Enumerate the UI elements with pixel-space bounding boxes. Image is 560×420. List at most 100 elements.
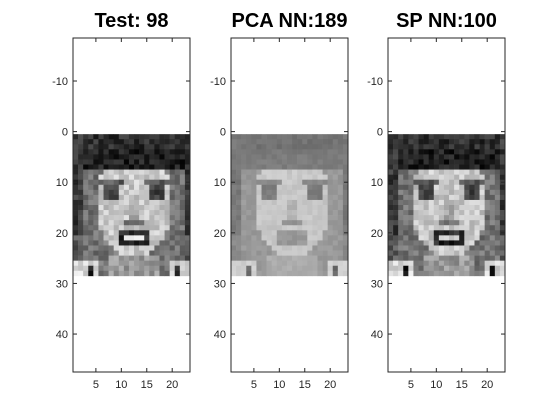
image-pixel — [302, 245, 307, 250]
image-pixel — [302, 195, 307, 200]
x-tick-label: 10 — [273, 379, 285, 391]
image-pixel — [241, 165, 246, 170]
image-pixel — [444, 261, 449, 266]
image-pixel — [338, 245, 343, 250]
image-pixel — [302, 170, 307, 175]
image-pixel — [124, 175, 129, 180]
image-pixel — [93, 261, 98, 266]
image-pixel — [93, 195, 98, 200]
image-pixel — [317, 190, 322, 195]
image-pixel — [93, 256, 98, 261]
image-pixel — [241, 271, 246, 276]
image-pixel — [114, 144, 119, 149]
image-pixel — [277, 261, 282, 266]
image-pixel — [149, 271, 154, 276]
image-pixel — [449, 190, 454, 195]
image-pixel — [500, 170, 505, 175]
image-pixel — [272, 149, 277, 154]
image-pixel — [312, 165, 317, 170]
title-sp: SP NN:100 — [396, 10, 497, 32]
image-pixel — [159, 190, 164, 195]
image-pixel — [419, 205, 424, 210]
image-pixel — [129, 159, 134, 164]
image-pixel — [256, 220, 261, 225]
image-pixel — [93, 154, 98, 159]
image-pixel — [267, 235, 272, 240]
image-pixel — [134, 134, 139, 139]
y-tick-label: 30 — [214, 278, 226, 290]
image-pixel — [231, 170, 236, 175]
image-pixel — [236, 266, 241, 271]
image-pixel — [256, 139, 261, 144]
image-pixel — [262, 185, 267, 190]
image-pixel — [388, 261, 393, 266]
image-pixel — [490, 271, 495, 276]
image-pixel — [312, 170, 317, 175]
image-pixel — [180, 180, 185, 185]
image-pixel — [267, 170, 272, 175]
image-pixel — [262, 271, 267, 276]
image-pixel — [328, 170, 333, 175]
image-pixel — [246, 154, 251, 159]
image-pixel — [408, 235, 413, 240]
image-pixel — [236, 154, 241, 159]
image-pixel — [185, 185, 190, 190]
y-tick-label: 10 — [214, 177, 226, 189]
image-pixel — [241, 144, 246, 149]
image-pixel — [83, 190, 88, 195]
image-pixel — [149, 225, 154, 230]
image-pixel — [277, 245, 282, 250]
image-pixel — [343, 175, 348, 180]
image-pixel — [93, 251, 98, 256]
image-pixel — [469, 165, 474, 170]
image-pixel — [323, 210, 328, 215]
image-pixel — [480, 185, 485, 190]
image-pixel — [398, 170, 403, 175]
image-pixel — [424, 149, 429, 154]
image-pixel — [119, 230, 124, 235]
image-pixel — [343, 220, 348, 225]
image-pixel — [454, 165, 459, 170]
image-pixel — [241, 251, 246, 256]
image-pixel — [317, 245, 322, 250]
image-pixel — [403, 266, 408, 271]
image-pixel — [109, 159, 114, 164]
image-pixel — [343, 200, 348, 205]
image-pixel — [262, 230, 267, 235]
image-pixel — [424, 170, 429, 175]
y-tick-label: 40 — [214, 329, 226, 341]
image-pixel — [78, 240, 83, 245]
image-pixel — [282, 200, 287, 205]
image-pixel — [262, 134, 267, 139]
image-pixel — [312, 185, 317, 190]
image-pixel — [124, 210, 129, 215]
image-pixel — [165, 215, 170, 220]
image-pixel — [449, 205, 454, 210]
image-pixel — [317, 215, 322, 220]
image-pixel — [231, 175, 236, 180]
y-tick-label: 40 — [371, 329, 383, 341]
image-pixel — [159, 149, 164, 154]
image-pixel — [302, 215, 307, 220]
image-pixel — [307, 210, 312, 215]
image-pixel — [83, 180, 88, 185]
image-pixel — [185, 220, 190, 225]
image-pixel — [277, 190, 282, 195]
image-pixel — [500, 261, 505, 266]
image-pixel — [424, 220, 429, 225]
image-pixel — [469, 235, 474, 240]
image-pixel — [323, 261, 328, 266]
image-pixel — [262, 190, 267, 195]
image-pixel — [282, 215, 287, 220]
image-pixel — [88, 245, 93, 250]
image-pixel — [338, 195, 343, 200]
image-pixel — [256, 144, 261, 149]
image-pixel — [495, 240, 500, 245]
image-pixel — [439, 220, 444, 225]
image-pixel — [159, 185, 164, 190]
image-pixel — [134, 170, 139, 175]
image-pixel — [180, 220, 185, 225]
image-pixel — [83, 230, 88, 235]
image-pixel — [149, 245, 154, 250]
image-pixel — [343, 261, 348, 266]
